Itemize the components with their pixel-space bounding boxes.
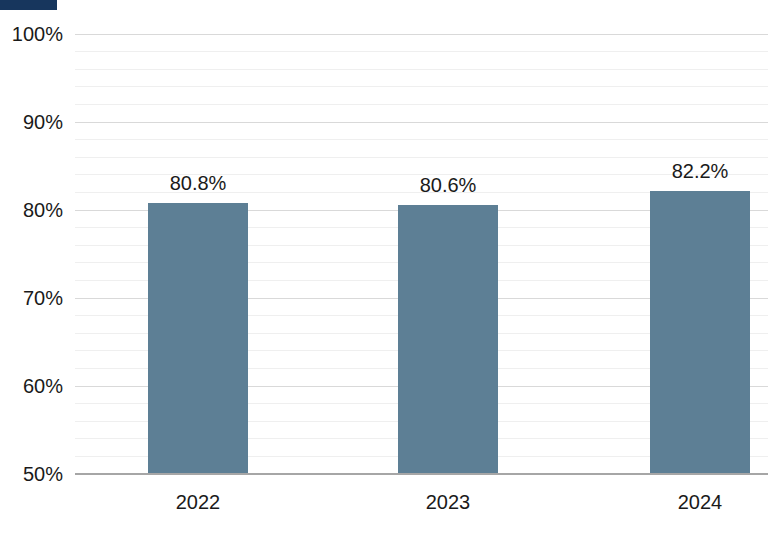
gridline-minor xyxy=(75,104,768,105)
gridline-minor xyxy=(75,157,768,158)
x-axis-category-label: 2023 xyxy=(388,490,508,514)
y-axis-tick-label: 50% xyxy=(0,462,63,486)
gridline-minor xyxy=(75,69,768,70)
bar-value-label: 82.2% xyxy=(640,160,760,182)
gridline-major xyxy=(75,122,768,123)
gridline-major xyxy=(75,34,768,35)
gridline-minor xyxy=(75,139,768,140)
gridline-minor xyxy=(75,86,768,87)
x-axis-line xyxy=(75,473,768,475)
x-axis-category-label: 2022 xyxy=(138,490,258,514)
bar-2022 xyxy=(148,203,248,474)
y-axis-tick-label: 60% xyxy=(0,374,63,398)
bar-2023 xyxy=(398,205,498,474)
y-axis-tick-label: 70% xyxy=(0,286,63,310)
y-axis-tick-label: 80% xyxy=(0,198,63,222)
bar-2024 xyxy=(650,191,750,474)
x-axis-category-label: 2024 xyxy=(640,490,760,514)
gridline-minor xyxy=(75,51,768,52)
corner-accent-bar xyxy=(0,0,57,10)
bar-value-label: 80.6% xyxy=(388,174,508,196)
y-axis-tick-label: 100% xyxy=(0,22,63,46)
bar-chart: 100% 90% 80% 70% 60% 50% 80.8% 2022 80.6% 2023 82.… xyxy=(0,0,768,540)
bar-value-label: 80.8% xyxy=(138,172,258,194)
y-axis-tick-label: 90% xyxy=(0,110,63,134)
